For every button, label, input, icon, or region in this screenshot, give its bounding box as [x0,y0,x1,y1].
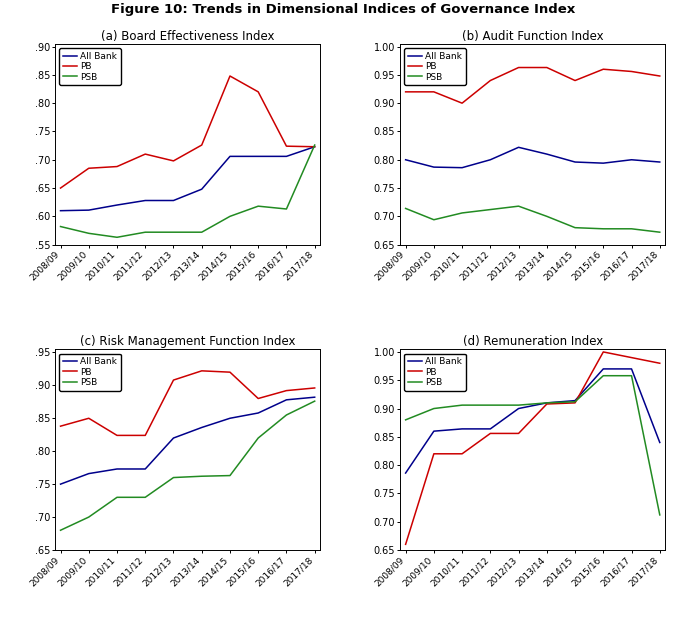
Text: Figure 10: Trends in Dimensional Indices of Governance Index: Figure 10: Trends in Dimensional Indices… [111,3,575,16]
Title: (a) Board Effectiveness Index: (a) Board Effectiveness Index [101,29,274,42]
Title: (b) Audit Function Index: (b) Audit Function Index [462,29,604,42]
Legend: All Bank, PB, PSB: All Bank, PB, PSB [60,48,121,85]
Legend: All Bank, PB, PSB: All Bank, PB, PSB [60,354,121,391]
Legend: All Bank, PB, PSB: All Bank, PB, PSB [405,48,466,85]
Title: (d) Remuneration Index: (d) Remuneration Index [462,335,603,348]
Legend: All Bank, PB, PSB: All Bank, PB, PSB [405,354,466,391]
Title: (c) Risk Management Function Index: (c) Risk Management Function Index [80,335,296,348]
